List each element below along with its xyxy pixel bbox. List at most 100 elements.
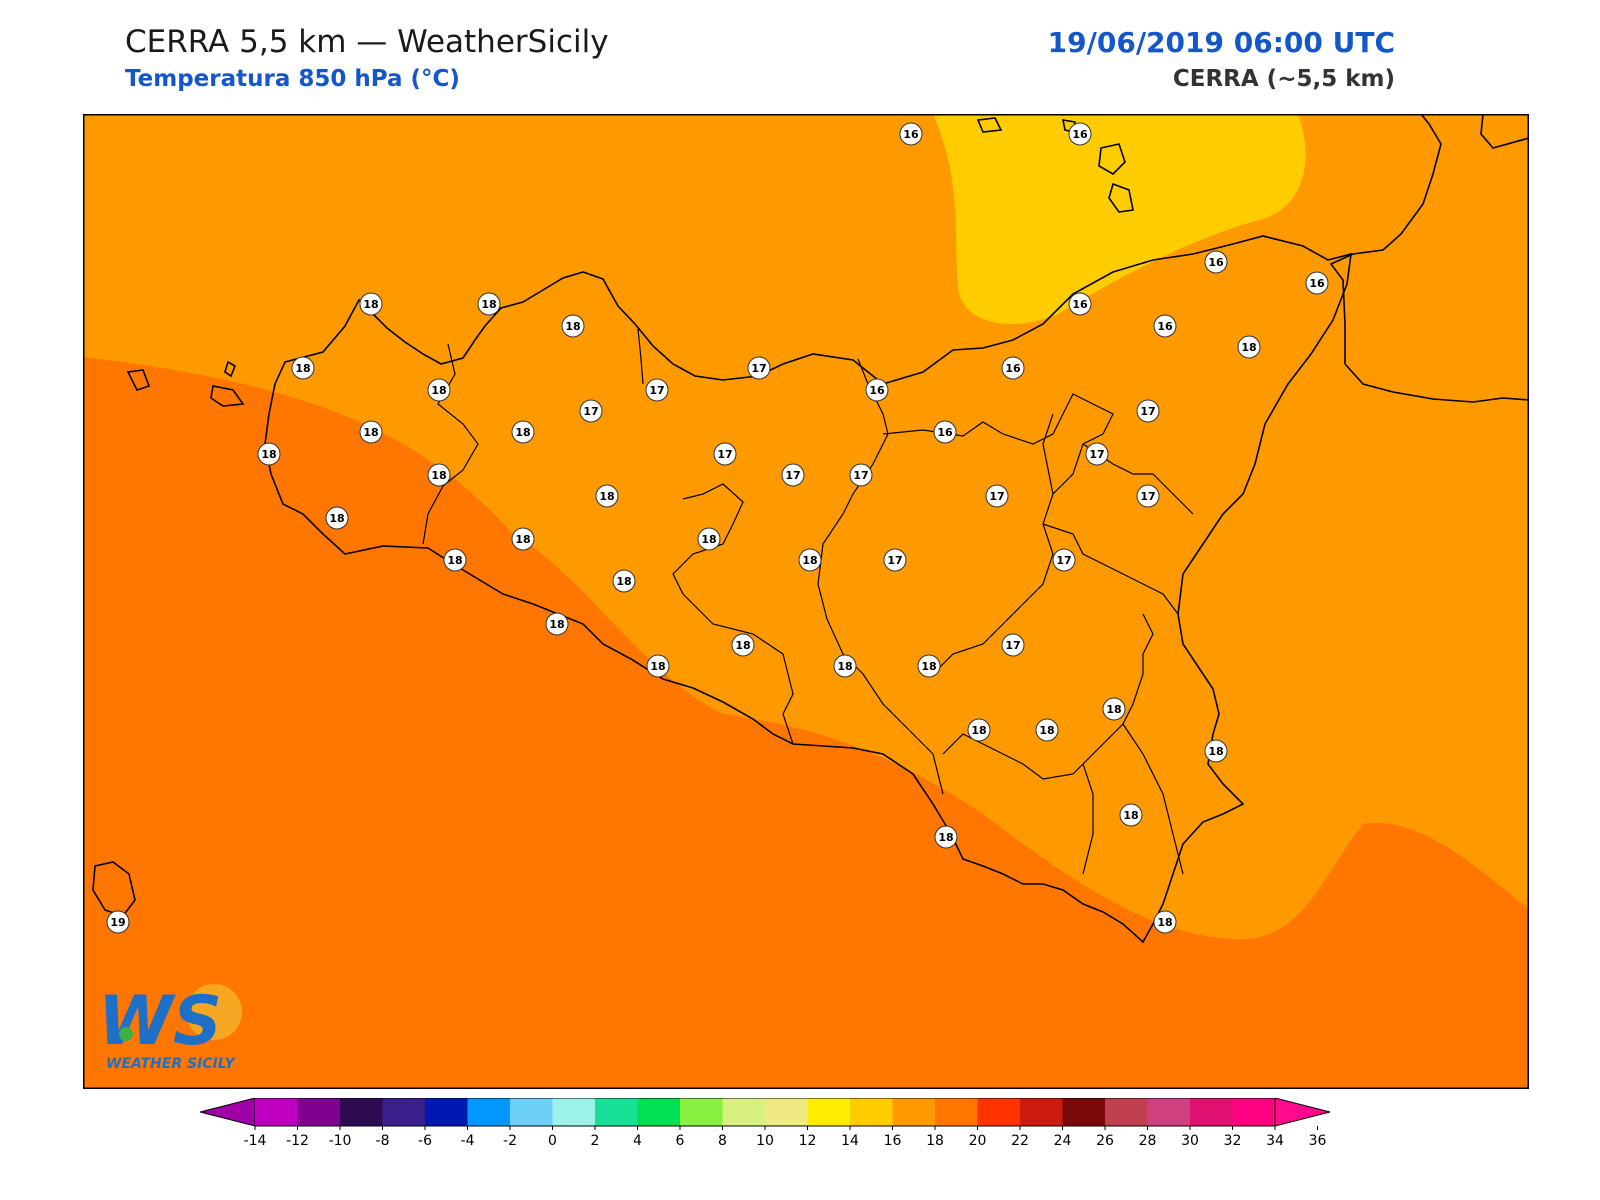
colorbar-tick-label: 18	[926, 1133, 944, 1149]
colorbar-tick-label: 36	[1309, 1133, 1327, 1149]
svg-text:18: 18	[938, 831, 953, 844]
value-label: 17	[1052, 548, 1076, 572]
colorbar-tick-label: 6	[676, 1133, 685, 1149]
value-label: 17	[747, 356, 771, 380]
svg-text:18: 18	[1123, 809, 1138, 822]
value-label: 16	[1204, 250, 1228, 274]
svg-text:18: 18	[447, 554, 462, 567]
colorbar-swatch	[850, 1098, 893, 1126]
value-label: 17	[849, 463, 873, 487]
value-label: 19	[106, 910, 130, 934]
model-label: CERRA (~5,5 km)	[1172, 66, 1395, 92]
svg-text:18: 18	[837, 660, 852, 673]
svg-text:17: 17	[853, 469, 868, 482]
leaf-icon	[119, 1027, 133, 1041]
sun-icon	[186, 984, 242, 1040]
value-label: 18	[697, 527, 721, 551]
value-label: 18	[325, 506, 349, 530]
value-label: 17	[1085, 442, 1109, 466]
svg-text:18: 18	[481, 298, 496, 311]
value-label: 17	[1136, 399, 1160, 423]
svg-text:18: 18	[261, 448, 276, 461]
svg-text:16: 16	[1309, 277, 1325, 290]
value-label: 18	[934, 825, 958, 849]
svg-text:17: 17	[1140, 405, 1155, 418]
logo-name: WEATHER SICILY	[106, 1056, 237, 1072]
svg-text:17: 17	[989, 490, 1004, 503]
svg-text:18: 18	[971, 724, 986, 737]
value-label: 16	[865, 378, 889, 402]
value-label: 18	[646, 654, 670, 678]
value-label: 18	[1237, 335, 1261, 359]
value-label: 18	[427, 463, 451, 487]
svg-text:17: 17	[1140, 490, 1155, 503]
colorbar-tick-label: -6	[418, 1133, 432, 1149]
colorbar-tick-label: 30	[1181, 1133, 1199, 1149]
colorbar-tick-label: 22	[1011, 1133, 1029, 1149]
colorbar-swatch	[1062, 1098, 1106, 1126]
colorbar-tick-label: 28	[1139, 1133, 1157, 1149]
value-label: 17	[645, 378, 669, 402]
colorbar-swatch	[595, 1098, 638, 1126]
colorbar-tick-label: 34	[1266, 1133, 1284, 1149]
value-label: 18	[359, 420, 383, 444]
svg-text:18: 18	[1208, 745, 1223, 758]
svg-text:18: 18	[431, 384, 446, 397]
svg-text:18: 18	[329, 512, 344, 525]
colorbar-swatch	[977, 1098, 1021, 1126]
value-label: 18	[359, 292, 383, 316]
value-label: 17	[985, 484, 1009, 508]
colorbar-swatch	[297, 1098, 341, 1126]
colorbar-swatch	[722, 1098, 766, 1126]
value-label: 18	[731, 633, 755, 657]
region-borders	[422, 328, 1194, 875]
colorbar-swatch	[510, 1098, 553, 1126]
svg-text:18: 18	[431, 469, 446, 482]
colorbar-swatch	[1147, 1098, 1191, 1126]
value-label: 17	[781, 463, 805, 487]
svg-text:18: 18	[363, 426, 378, 439]
svg-text:18: 18	[515, 533, 530, 546]
value-label: 18	[967, 718, 991, 742]
colorbar-swatch	[425, 1098, 468, 1126]
svg-text:18: 18	[295, 362, 310, 375]
colorbar-tick-label: 24	[1054, 1133, 1072, 1149]
value-label: 16	[1068, 292, 1092, 316]
value-label: 18	[427, 378, 451, 402]
colorbar-tick-label: 8	[718, 1133, 727, 1149]
value-labels: 16 16 18 18 18 16 16 16 18 17 18 17 16 1…	[106, 122, 1329, 934]
colorbar-tick-label: 14	[841, 1133, 859, 1149]
colorbar-tick-label: 4	[633, 1133, 642, 1149]
colorbar-swatch	[807, 1098, 851, 1126]
svg-text:18: 18	[802, 554, 817, 567]
colorbar-tick-label: 2	[591, 1133, 600, 1149]
colorbar-swatch	[255, 1098, 298, 1126]
svg-text:16: 16	[903, 128, 919, 141]
svg-text:16: 16	[1208, 256, 1224, 269]
svg-text:18: 18	[701, 533, 716, 546]
svg-text:18: 18	[735, 639, 750, 652]
value-label: 16	[1305, 271, 1329, 295]
svg-text:17: 17	[785, 469, 800, 482]
svg-text:18: 18	[1039, 724, 1054, 737]
colorbar-swatch	[680, 1098, 723, 1126]
value-label: 16	[1001, 356, 1025, 380]
value-label: 18	[511, 420, 535, 444]
svg-text:18: 18	[921, 660, 936, 673]
colorbar-tick-label: 26	[1096, 1133, 1114, 1149]
value-label: 18	[443, 548, 467, 572]
colorbar-tick-label: 32	[1224, 1133, 1242, 1149]
value-label: 18	[511, 527, 535, 551]
svg-text:17: 17	[649, 384, 664, 397]
svg-text:18: 18	[599, 490, 614, 503]
colorbar-swatch	[467, 1098, 511, 1126]
temperature-map[interactable]: 16 16 18 18 18 16 16 16 18 17 18 17 16 1…	[83, 114, 1529, 1089]
map-title: CERRA 5,5 km — WeatherSicily	[125, 24, 609, 60]
colorbar-swatch	[935, 1098, 978, 1126]
svg-text:18: 18	[565, 320, 580, 333]
colorbar-under-triangle	[200, 1098, 256, 1127]
value-label: 18	[1204, 739, 1228, 763]
svg-text:17: 17	[1005, 639, 1020, 652]
value-label: 18	[545, 612, 569, 636]
svg-text:16: 16	[1072, 128, 1088, 141]
